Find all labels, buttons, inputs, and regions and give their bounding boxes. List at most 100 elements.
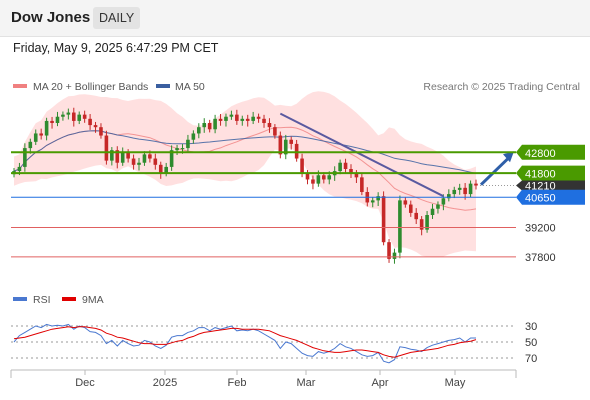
candle-body bbox=[267, 123, 272, 128]
candle-body bbox=[197, 127, 201, 134]
level-tag-41210: 41210 bbox=[516, 180, 585, 193]
candle-body bbox=[82, 114, 87, 119]
candle-body bbox=[191, 133, 196, 140]
trendline bbox=[279, 112, 444, 198]
candle-body bbox=[408, 204, 413, 213]
candle-body bbox=[158, 164, 163, 174]
x-tick-label: Apr bbox=[371, 377, 388, 389]
x-tick-label: May bbox=[445, 377, 466, 389]
level-tag-41800: 41800 bbox=[516, 165, 585, 181]
candle bbox=[447, 189, 451, 202]
candle-body bbox=[218, 118, 223, 121]
candle-body bbox=[71, 112, 76, 121]
candle-body bbox=[33, 133, 38, 142]
candle-body bbox=[23, 148, 27, 167]
candle bbox=[158, 161, 163, 179]
candle bbox=[50, 116, 54, 129]
candle bbox=[191, 130, 196, 144]
candle-body bbox=[474, 183, 478, 186]
candle-body bbox=[66, 112, 71, 115]
candle-body bbox=[283, 139, 288, 155]
candle-body bbox=[169, 150, 174, 167]
candle bbox=[436, 201, 440, 214]
candle bbox=[120, 147, 125, 166]
candle bbox=[387, 239, 391, 263]
candle bbox=[419, 216, 424, 236]
candle-body bbox=[278, 135, 283, 155]
candle-body bbox=[99, 127, 103, 136]
level-tag-box bbox=[516, 180, 585, 191]
candle-body bbox=[224, 116, 228, 121]
candle bbox=[343, 158, 348, 173]
candle bbox=[55, 111, 60, 127]
candle-body bbox=[148, 154, 152, 159]
chart-header: Dow Jones DAILY bbox=[0, 0, 590, 37]
candle-body bbox=[436, 204, 440, 209]
rsi-tick-label: 50 bbox=[525, 337, 537, 349]
candle bbox=[245, 114, 250, 127]
candle bbox=[349, 164, 353, 178]
candle bbox=[88, 114, 92, 130]
price-plot bbox=[12, 91, 514, 264]
candle-body bbox=[120, 152, 125, 163]
level-tag-box bbox=[516, 165, 585, 181]
candle bbox=[256, 113, 261, 123]
ma50-legend-swatch bbox=[156, 84, 170, 88]
level-tag-42800: 42800 bbox=[516, 144, 585, 160]
candle-body bbox=[463, 187, 467, 195]
candle bbox=[142, 151, 147, 166]
research-credit: Research © 2025 Trading Central bbox=[423, 81, 580, 93]
chart-timestamp: Friday, May 9, 2025 6:47:29 PM CET bbox=[13, 41, 219, 55]
candle bbox=[294, 139, 299, 162]
candle-body bbox=[398, 200, 402, 253]
candle bbox=[338, 159, 342, 175]
candle-body bbox=[175, 148, 179, 151]
candle bbox=[278, 131, 283, 159]
candle bbox=[137, 157, 141, 171]
x-tick-label: 2025 bbox=[153, 377, 177, 389]
candle-body bbox=[262, 118, 266, 123]
candle bbox=[229, 110, 234, 120]
candle-body bbox=[61, 114, 65, 117]
x-tick-label: Dec bbox=[75, 377, 95, 389]
candle bbox=[468, 180, 473, 198]
candle-body bbox=[300, 158, 304, 174]
candle-body bbox=[392, 252, 397, 259]
candle-body bbox=[403, 200, 408, 205]
candle bbox=[202, 118, 207, 133]
candle-body bbox=[273, 127, 277, 136]
candle-body bbox=[245, 118, 250, 121]
rsi-legend-swatch bbox=[13, 297, 27, 301]
level-label: 41800 bbox=[525, 169, 556, 181]
candle bbox=[403, 197, 408, 208]
candle bbox=[235, 109, 239, 125]
candle bbox=[197, 123, 201, 139]
candle-body bbox=[93, 125, 98, 128]
candle bbox=[251, 111, 255, 125]
candle-body bbox=[316, 175, 321, 184]
candle-body bbox=[137, 162, 141, 165]
rsi-tick-label: 70 bbox=[525, 353, 537, 365]
candle bbox=[115, 146, 120, 169]
candle bbox=[370, 197, 375, 208]
candle bbox=[186, 134, 190, 152]
candle-body bbox=[186, 139, 190, 149]
candle bbox=[82, 110, 87, 123]
candle-body bbox=[202, 123, 207, 128]
rsi-plot: 70 50 30 bbox=[11, 321, 537, 365]
candle-body bbox=[338, 162, 342, 172]
candle-body bbox=[354, 173, 359, 178]
rsi-ma9-line bbox=[13, 326, 477, 358]
ma20-legend-label: MA 20 + Bollinger Bands bbox=[33, 81, 148, 93]
candle bbox=[474, 179, 478, 190]
candle bbox=[289, 136, 293, 150]
candle bbox=[414, 208, 419, 224]
candle-body bbox=[207, 123, 212, 130]
projection-arrow-head bbox=[503, 151, 514, 163]
candle-body bbox=[104, 135, 109, 161]
candle bbox=[273, 124, 277, 139]
candle bbox=[283, 134, 288, 160]
candle-body bbox=[430, 208, 435, 215]
timeframe-button[interactable]: DAILY bbox=[93, 7, 141, 29]
